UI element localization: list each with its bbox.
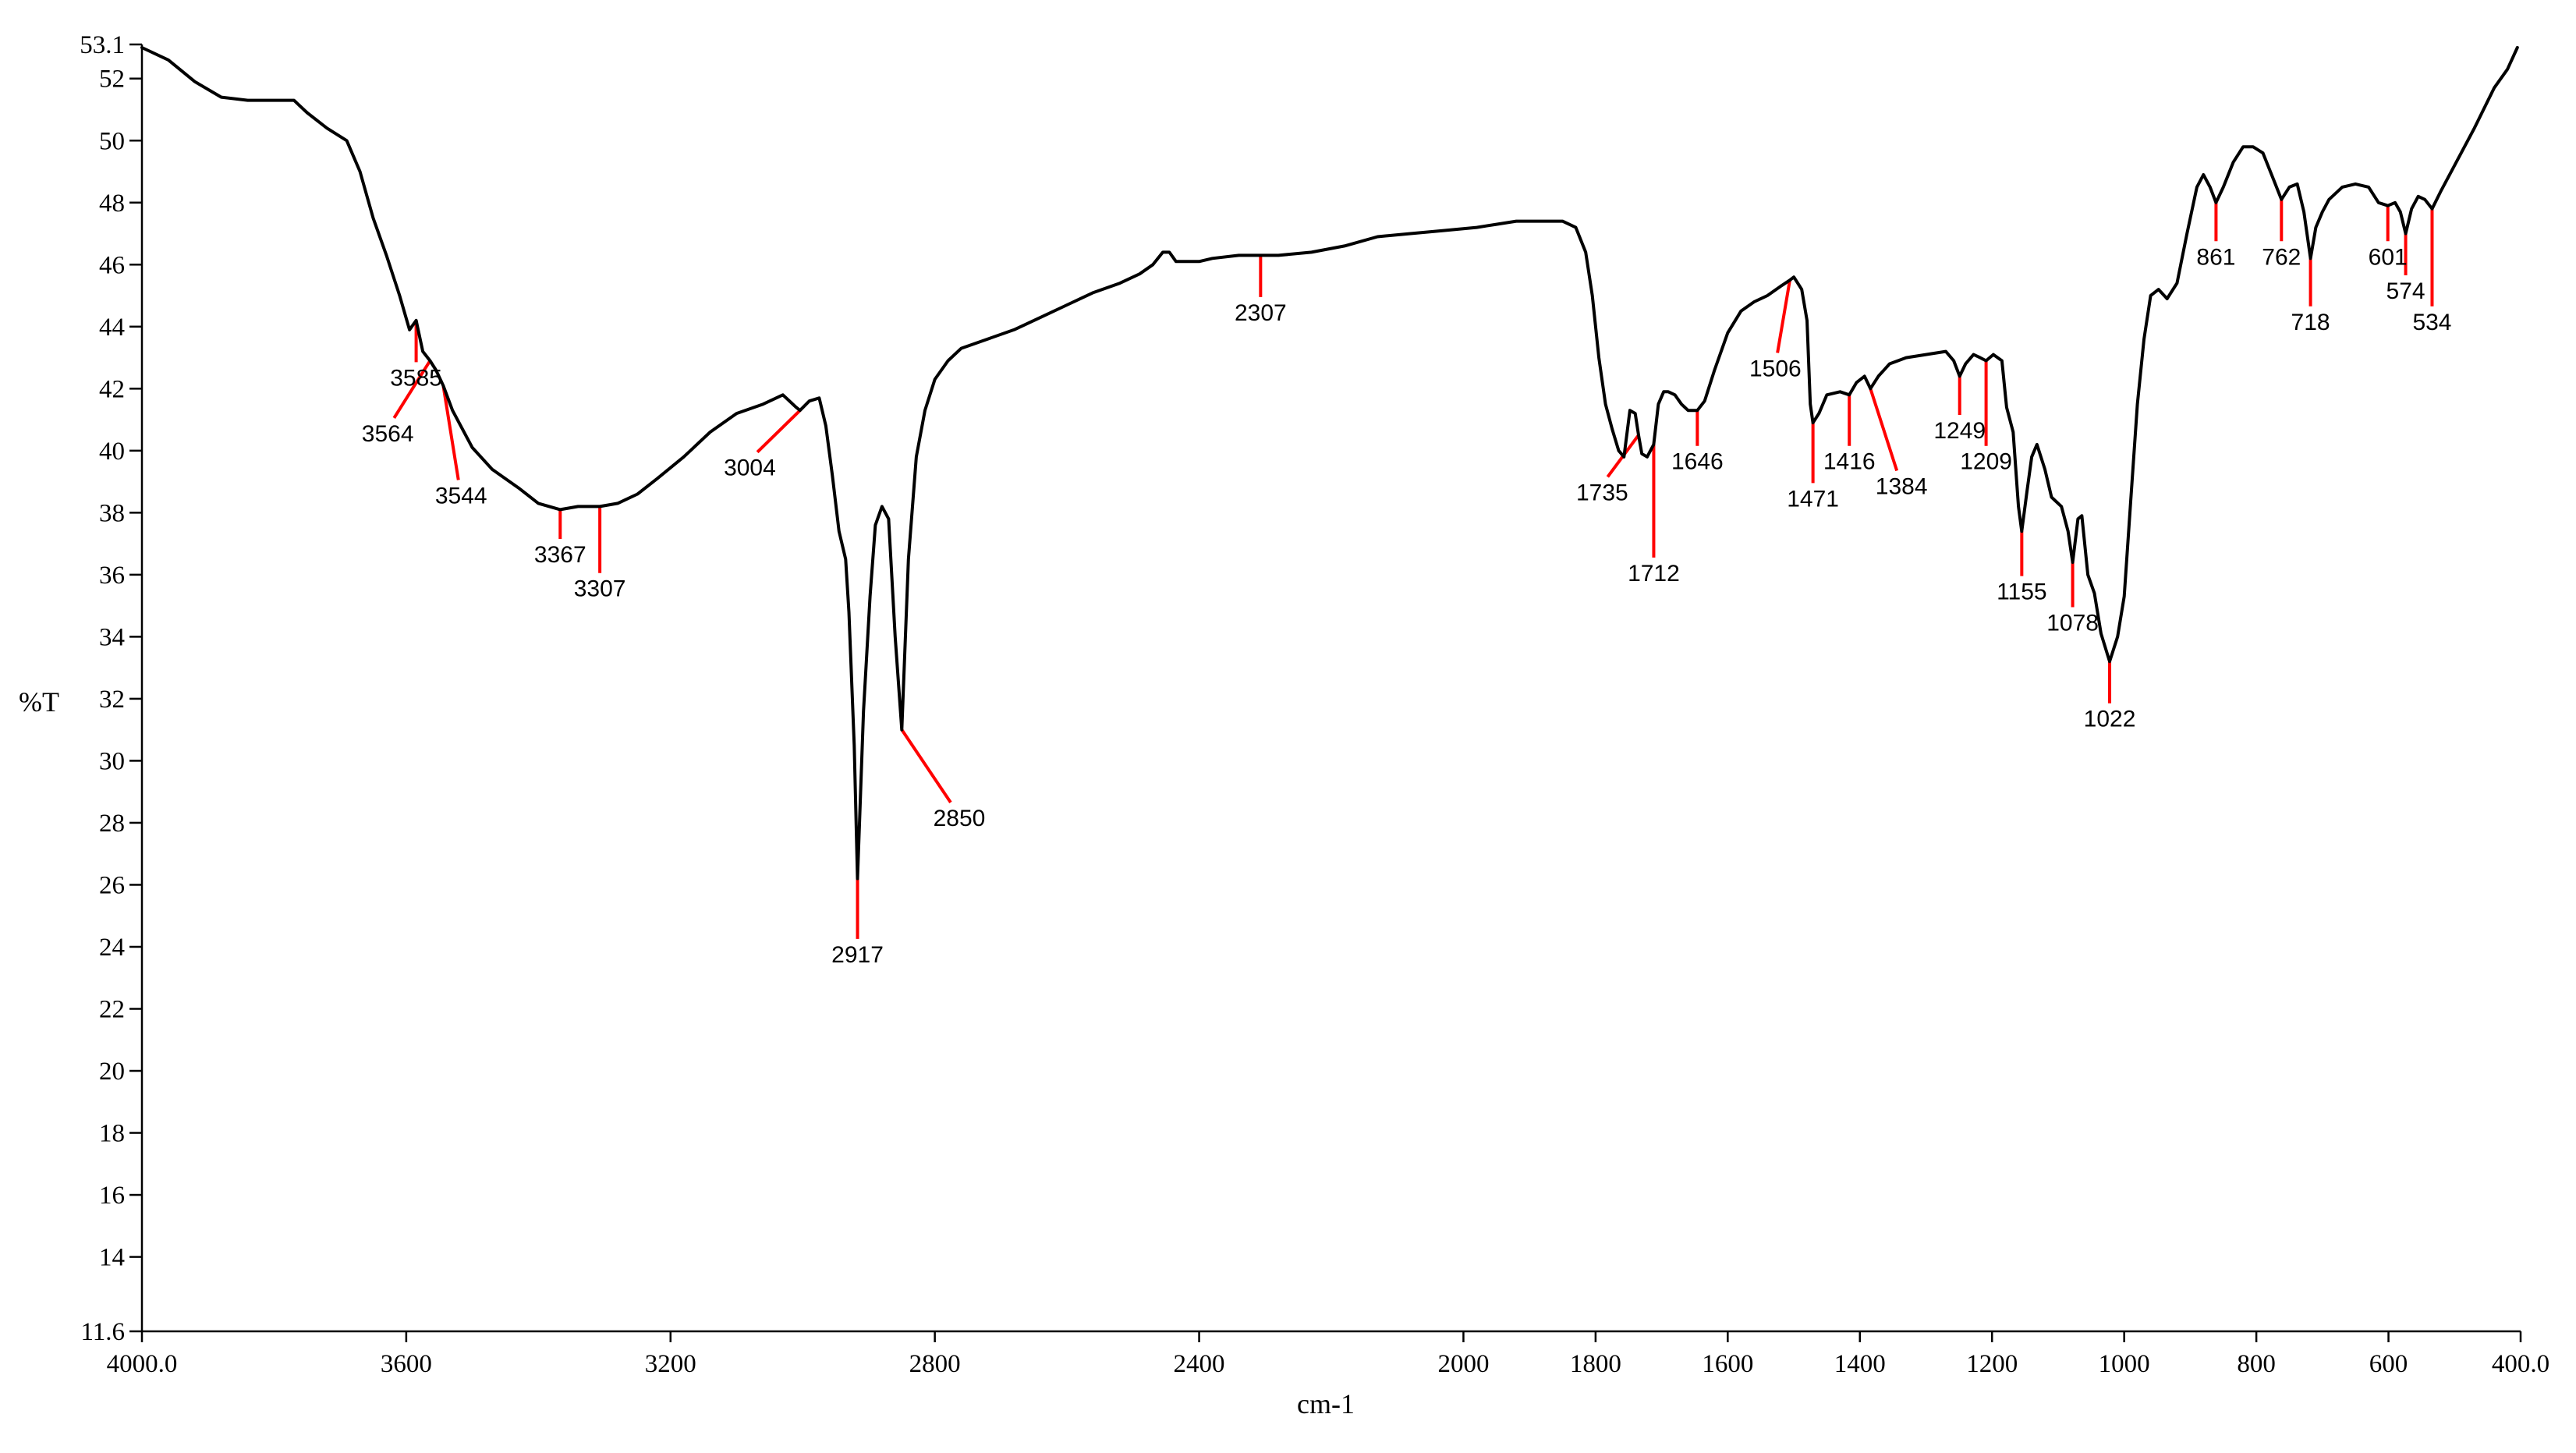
y-tick-label: 11.6 [80, 1318, 125, 1346]
peak-marker [441, 385, 460, 480]
peak-label: 534 [2412, 310, 2451, 335]
peak-marker [756, 409, 802, 454]
peak-label: 3367 [534, 542, 586, 568]
x-tick-label: 600 [2369, 1350, 2408, 1378]
x-tick-label: 1000 [2099, 1350, 2150, 1378]
peak-label: 3004 [724, 455, 776, 481]
peak-marker [1869, 388, 1899, 472]
y-tick-label: 48 [99, 190, 125, 218]
peak-label: 3585 [390, 365, 442, 391]
peak-label: 1078 [2046, 610, 2099, 636]
peak-label: 1209 [1960, 449, 2012, 475]
y-tick-label: 32 [99, 686, 125, 714]
y-tick-label: 18 [99, 1120, 125, 1148]
y-tick-label: 28 [99, 810, 125, 838]
x-tick-label: 1200 [1966, 1350, 2018, 1378]
y-tick-label: 20 [99, 1058, 125, 1086]
y-tick-label: 24 [99, 934, 125, 962]
peak-marker [1776, 279, 1791, 353]
x-tick-label: 1400 [1834, 1350, 1886, 1378]
peak-marker [392, 360, 432, 419]
x-tick-label: 800 [2237, 1350, 2276, 1378]
peak-label: 1646 [1671, 449, 1724, 475]
y-tick-label: 38 [99, 499, 125, 527]
peak-label: 1506 [1749, 356, 1802, 381]
x-tick-label: 2400 [1174, 1350, 1225, 1378]
y-tick-label: 30 [99, 747, 125, 775]
y-tick-label: 40 [99, 438, 125, 466]
peak-label: 1416 [1823, 449, 1876, 475]
y-tick-label: 36 [99, 562, 125, 590]
peak-label: 1155 [1997, 579, 2047, 605]
peak-label: 1471 [1787, 486, 1839, 512]
x-tick-label: 2800 [909, 1350, 961, 1378]
y-tick-label: 14 [99, 1244, 125, 1272]
y-tick-label: 42 [99, 375, 125, 403]
peak-label: 3307 [574, 576, 626, 602]
peak-label: 718 [2291, 310, 2330, 335]
peak-label: 762 [2262, 244, 2301, 270]
x-tick-label: 1600 [1702, 1350, 1753, 1378]
peak-label: 3544 [435, 483, 487, 509]
peak-label: 601 [2369, 244, 2408, 270]
x-axis-title: cm-1 [1297, 1388, 1355, 1419]
x-tick-label: 3200 [645, 1350, 696, 1378]
peak-label: 1022 [2084, 707, 2136, 732]
peak-markers [392, 199, 2434, 939]
y-tick-label: 53.1 [80, 31, 125, 59]
y-ticks: 53.1 52 50 48 46 44 42 40 38 36 34 32 30 28 26 24 22 20 18… [80, 31, 142, 1346]
y-tick-label: 26 [99, 871, 125, 899]
x-tick-label: 3600 [381, 1350, 432, 1378]
peak-label: 2307 [1235, 300, 1287, 326]
x-tick-label: 4000.0 [107, 1350, 178, 1378]
peak-label: 1712 [1628, 561, 1680, 587]
y-tick-label: 46 [99, 251, 125, 279]
axes [140, 44, 2521, 1333]
x-ticks: 4000.0 3600 3200 2800 2400 2000 1800 1600 1400 12… [107, 1331, 2549, 1378]
peak-label: 1735 [1576, 480, 1628, 505]
y-tick-label: 50 [99, 127, 125, 155]
peak-labels: 3585 3564 3544 3367 3307 3004 2917 2850 2307 1735… [362, 244, 2452, 968]
x-tick-label: 1800 [1570, 1350, 1621, 1378]
peak-label: 2917 [831, 942, 884, 968]
y-tick-label: 44 [99, 314, 125, 342]
peak-label: 1384 [1876, 474, 1928, 500]
peak-label: 1249 [1933, 418, 1986, 444]
x-tick-label: 400.0 [2492, 1350, 2549, 1378]
y-tick-label: 22 [99, 996, 125, 1024]
peak-label: 2850 [934, 806, 986, 831]
y-tick-label: 52 [99, 66, 125, 94]
peak-label: 861 [2196, 244, 2235, 270]
x-tick-label: 2000 [1437, 1350, 1489, 1378]
y-tick-label: 34 [99, 623, 125, 651]
y-axis-title: %T [19, 686, 59, 718]
peak-label: 3564 [362, 421, 414, 447]
peak-label: 574 [2386, 278, 2425, 304]
y-tick-label: 16 [99, 1182, 125, 1210]
peak-marker [900, 728, 952, 804]
spectrum-line [140, 46, 2519, 881]
